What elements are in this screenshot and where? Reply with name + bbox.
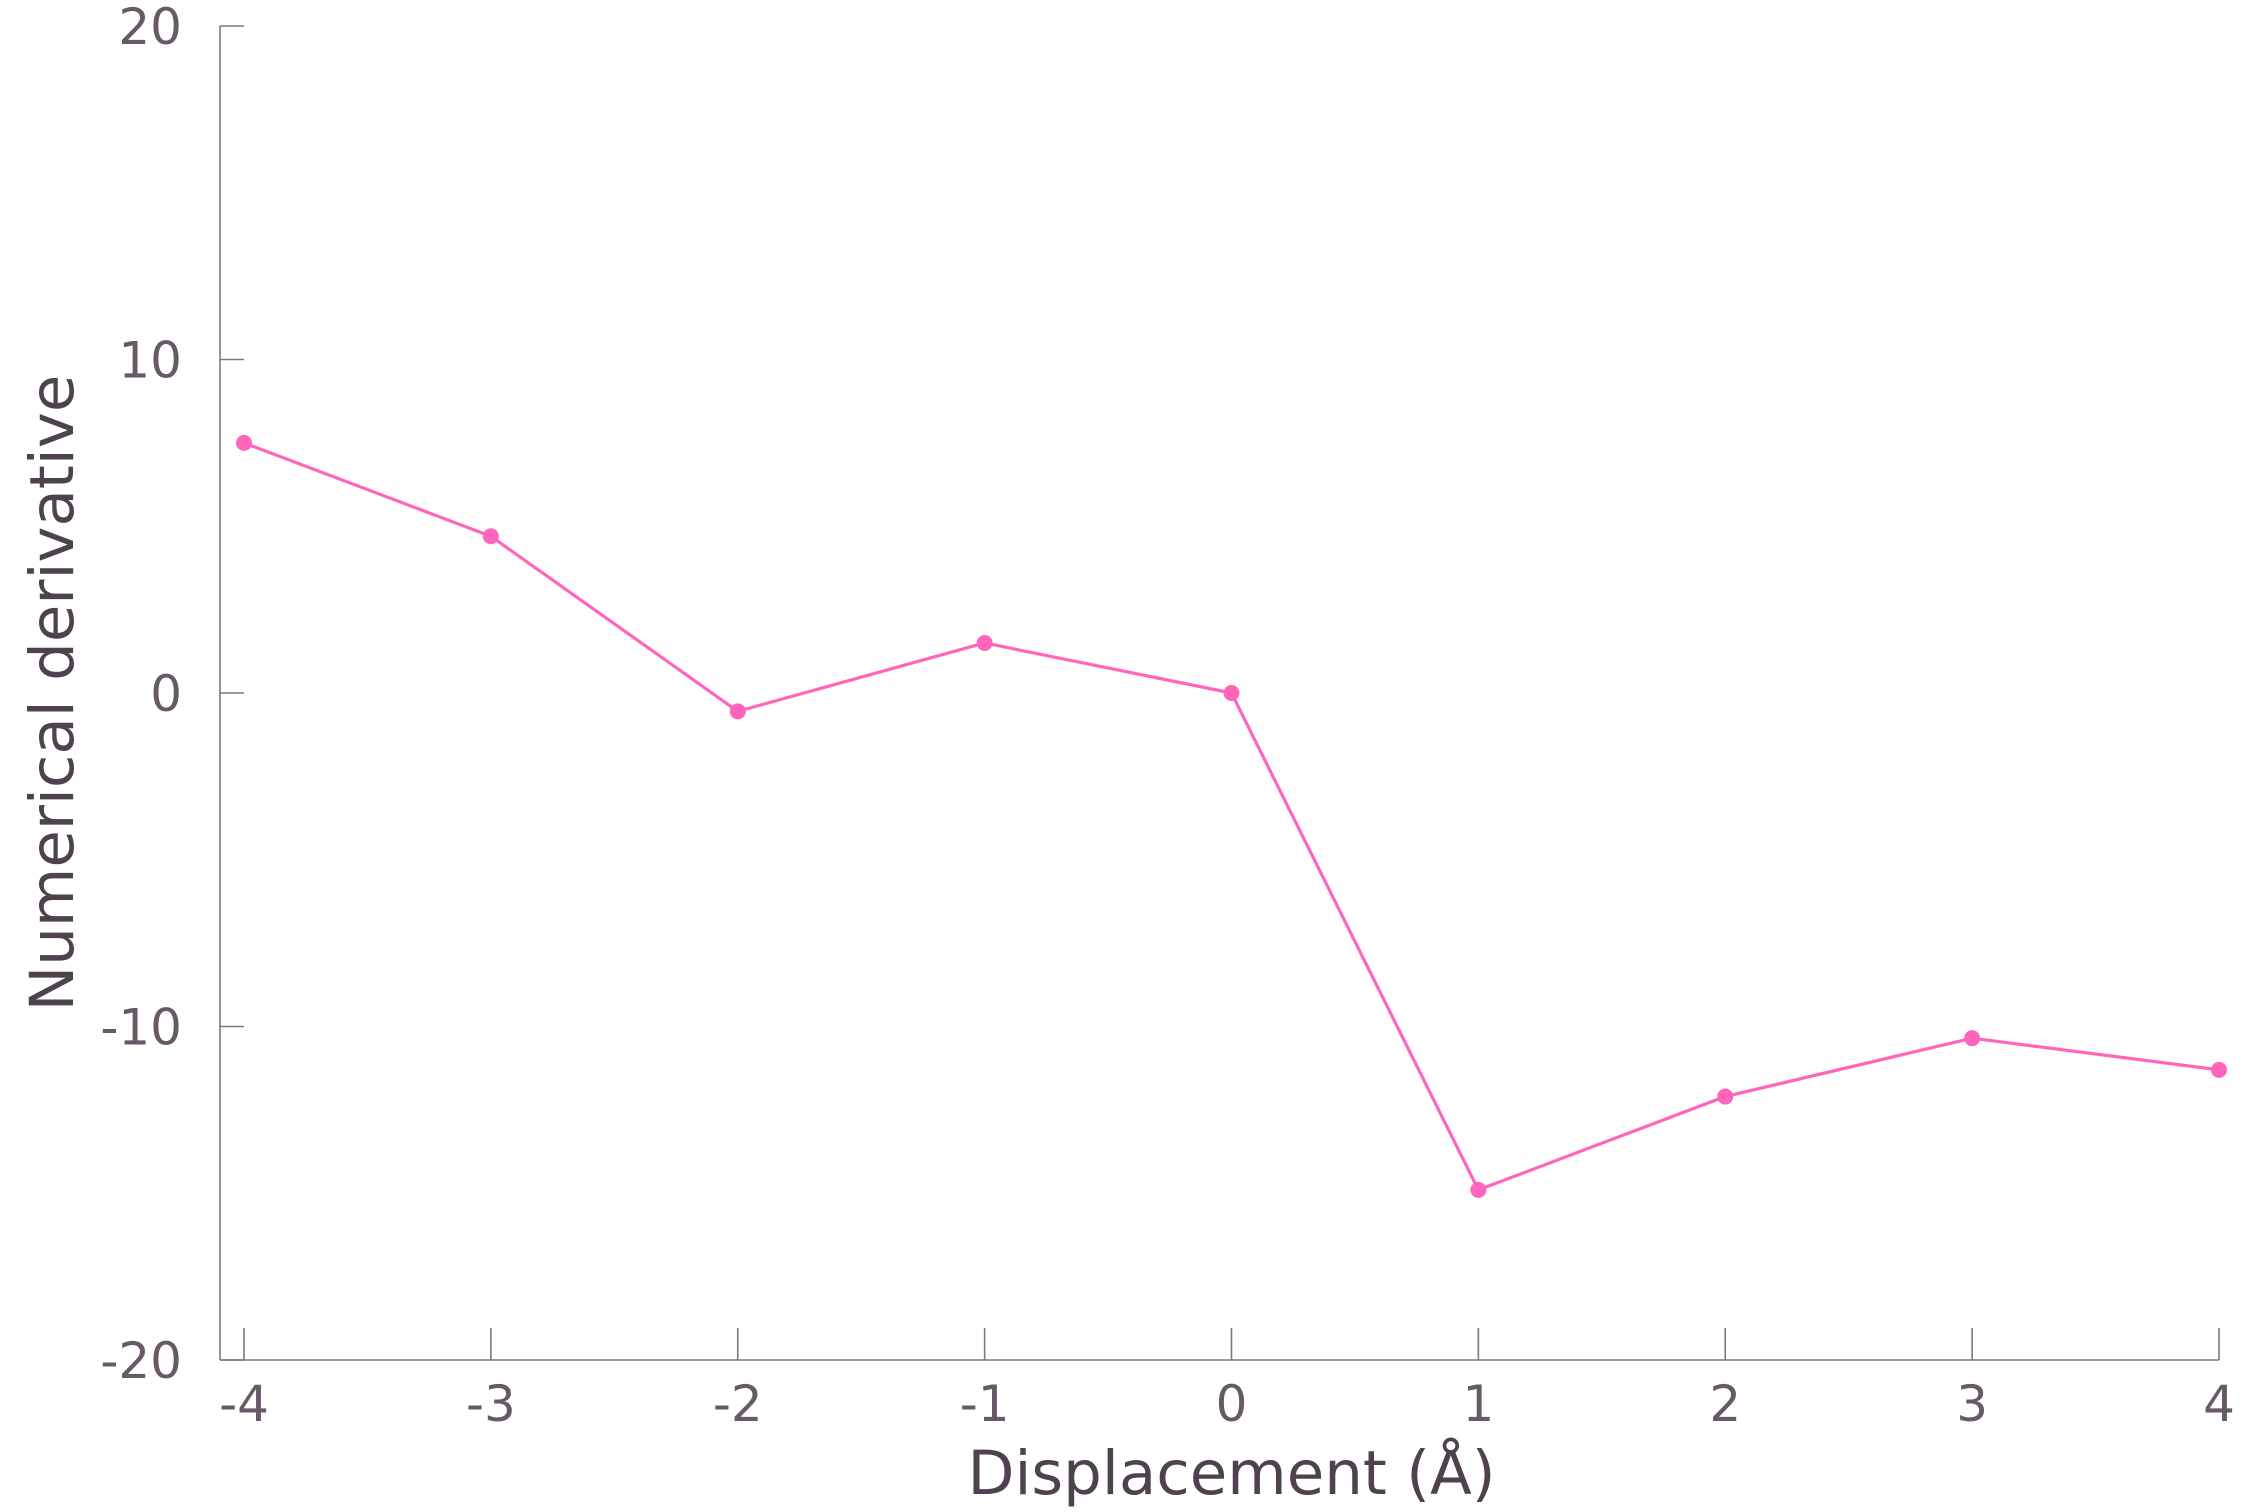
y-tick-label: 20: [118, 0, 182, 56]
y-axis-title: Numerical derivative: [17, 375, 88, 1012]
data-point: [976, 634, 993, 651]
data-point: [482, 528, 499, 545]
x-tick-label: -2: [713, 1375, 763, 1433]
x-tick-label: 4: [2203, 1375, 2235, 1433]
y-axis-ticks: -20 -10 0 10 20: [100, 0, 244, 1390]
x-tick-label: 0: [1216, 1375, 1248, 1433]
y-tick-label: 0: [150, 665, 182, 723]
x-axis-title: Displacement (Å): [967, 1438, 1495, 1509]
series-layer: [236, 434, 2227, 1198]
data-point: [1223, 685, 1240, 701]
data-point: [1717, 1088, 1734, 1105]
y-tick-label: -10: [100, 999, 182, 1057]
x-tick-label: 3: [1956, 1375, 1988, 1433]
data-point: [729, 703, 746, 720]
x-tick-label: 2: [1709, 1375, 1741, 1433]
data-point: [1964, 1030, 1981, 1047]
data-point: [1470, 1181, 1487, 1198]
y-tick-label: -20: [100, 1332, 182, 1390]
series-line: [243, 441, 2220, 1192]
data-point: [236, 434, 252, 451]
x-tick-label: -3: [466, 1375, 516, 1433]
y-tick-label: 10: [118, 332, 182, 390]
x-tick-label: -1: [960, 1375, 1010, 1433]
x-axis-ticks: -4 -3 -2 -1 0 1 2 3 4: [219, 1328, 2235, 1433]
axes: [219, 26, 2219, 1361]
x-tick-label: 1: [1462, 1375, 1494, 1433]
data-point: [2211, 1061, 2227, 1078]
x-tick-label: -4: [219, 1375, 269, 1433]
